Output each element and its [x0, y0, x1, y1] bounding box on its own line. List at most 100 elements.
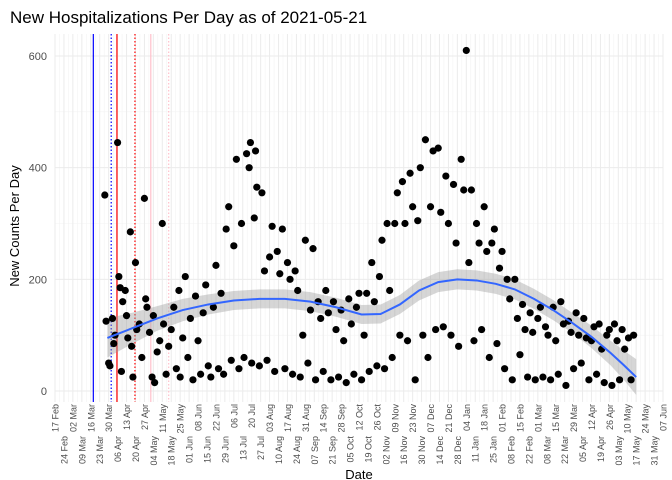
data-point	[475, 239, 483, 247]
x-tick-label: 23 Nov	[408, 404, 418, 433]
data-point	[552, 337, 560, 345]
data-point	[212, 261, 220, 269]
data-point	[478, 325, 486, 334]
reference-lines	[92, 34, 170, 402]
data-point	[506, 295, 514, 303]
data-point	[101, 191, 109, 199]
data-point	[158, 219, 166, 228]
data-point	[145, 328, 154, 336]
data-point	[442, 172, 450, 180]
x-tick-label: 02 Nov	[381, 436, 391, 465]
data-point	[253, 183, 261, 191]
data-point	[115, 272, 123, 281]
x-tick-label: 27 Apr	[140, 404, 150, 430]
data-point	[455, 342, 463, 350]
data-point	[273, 247, 281, 256]
data-point	[603, 331, 611, 339]
y-tick-label: 600	[29, 51, 47, 63]
data-point	[102, 317, 110, 325]
data-point	[179, 334, 187, 342]
data-point	[258, 189, 266, 197]
x-tick-label: 21 Dec	[444, 404, 454, 433]
x-tick-label: 09 Nov	[390, 404, 400, 433]
data-point	[424, 353, 432, 362]
data-point	[498, 247, 506, 256]
data-point	[375, 272, 384, 281]
y-tick-label: 400	[29, 163, 47, 175]
data-point	[393, 189, 401, 197]
data-point	[613, 337, 621, 345]
x-tick-label: 18 May	[167, 436, 177, 466]
data-point	[534, 314, 542, 323]
data-point	[250, 214, 258, 222]
data-point	[106, 362, 114, 370]
data-point	[288, 370, 297, 378]
data-point	[465, 258, 473, 267]
data-point	[283, 258, 292, 267]
data-point	[332, 325, 340, 334]
data-point	[170, 303, 178, 311]
x-tick-label: 30 Nov	[417, 436, 427, 465]
x-tick-label: 03 May	[614, 436, 624, 466]
x-tick-label: 22 Mar	[560, 436, 570, 464]
data-point	[189, 376, 197, 384]
data-point	[380, 365, 389, 373]
data-point	[470, 337, 478, 345]
y-tick-labels: 0 200 400 600	[29, 51, 47, 398]
data-point	[355, 289, 363, 297]
data-point	[271, 367, 279, 376]
data-point	[365, 367, 373, 376]
data-point	[557, 298, 565, 306]
y-axis-label: New Counts Per Day	[7, 165, 22, 287]
data-point	[406, 169, 414, 177]
x-tick-label: 23 Mar	[95, 436, 105, 464]
data-point	[143, 303, 151, 311]
data-point	[600, 379, 608, 387]
data-point	[449, 180, 458, 189]
data-point	[360, 331, 368, 339]
data-point	[493, 339, 501, 348]
data-point	[251, 147, 260, 155]
loess-line	[107, 278, 637, 378]
data-point	[327, 376, 335, 384]
data-point	[518, 300, 527, 309]
x-tick-label: 24 May	[641, 404, 651, 434]
x-tick-label: 15 Mar	[551, 404, 561, 432]
x-tick-label: 07 Sep	[310, 436, 320, 465]
data-point	[199, 309, 207, 317]
x-tick-label: 21 Sep	[328, 436, 338, 465]
data-point	[156, 337, 164, 345]
data-point	[391, 219, 399, 228]
data-point	[197, 370, 205, 378]
data-point	[615, 376, 624, 384]
data-point	[452, 239, 460, 247]
data-point	[232, 155, 240, 163]
data-point	[541, 323, 550, 331]
data-point	[490, 225, 498, 233]
x-tick-label: 01 Mar	[533, 404, 543, 432]
data-point	[129, 373, 137, 381]
data-point	[242, 150, 251, 158]
data-point	[495, 264, 504, 272]
data-point	[113, 138, 122, 147]
data-point	[577, 359, 585, 367]
data-point	[304, 359, 312, 367]
data-point	[342, 379, 350, 387]
data-point	[291, 267, 299, 275]
data-point	[357, 376, 366, 384]
data-point	[562, 381, 570, 390]
x-tick-label: 26 Oct	[372, 404, 382, 431]
x-tick-label: 17 May	[632, 436, 642, 466]
data-point	[204, 362, 212, 370]
x-tick-label: 29 Mar	[569, 404, 579, 432]
y-tick-label: 200	[29, 274, 47, 286]
data-point	[567, 328, 575, 336]
data-point	[419, 331, 427, 339]
data-point	[437, 208, 445, 216]
x-tick-label: 28 Sep	[337, 404, 347, 433]
data-point	[167, 325, 175, 334]
data-point	[618, 325, 626, 334]
data-point	[595, 320, 603, 328]
data-point	[240, 353, 248, 362]
data-point	[457, 155, 465, 163]
